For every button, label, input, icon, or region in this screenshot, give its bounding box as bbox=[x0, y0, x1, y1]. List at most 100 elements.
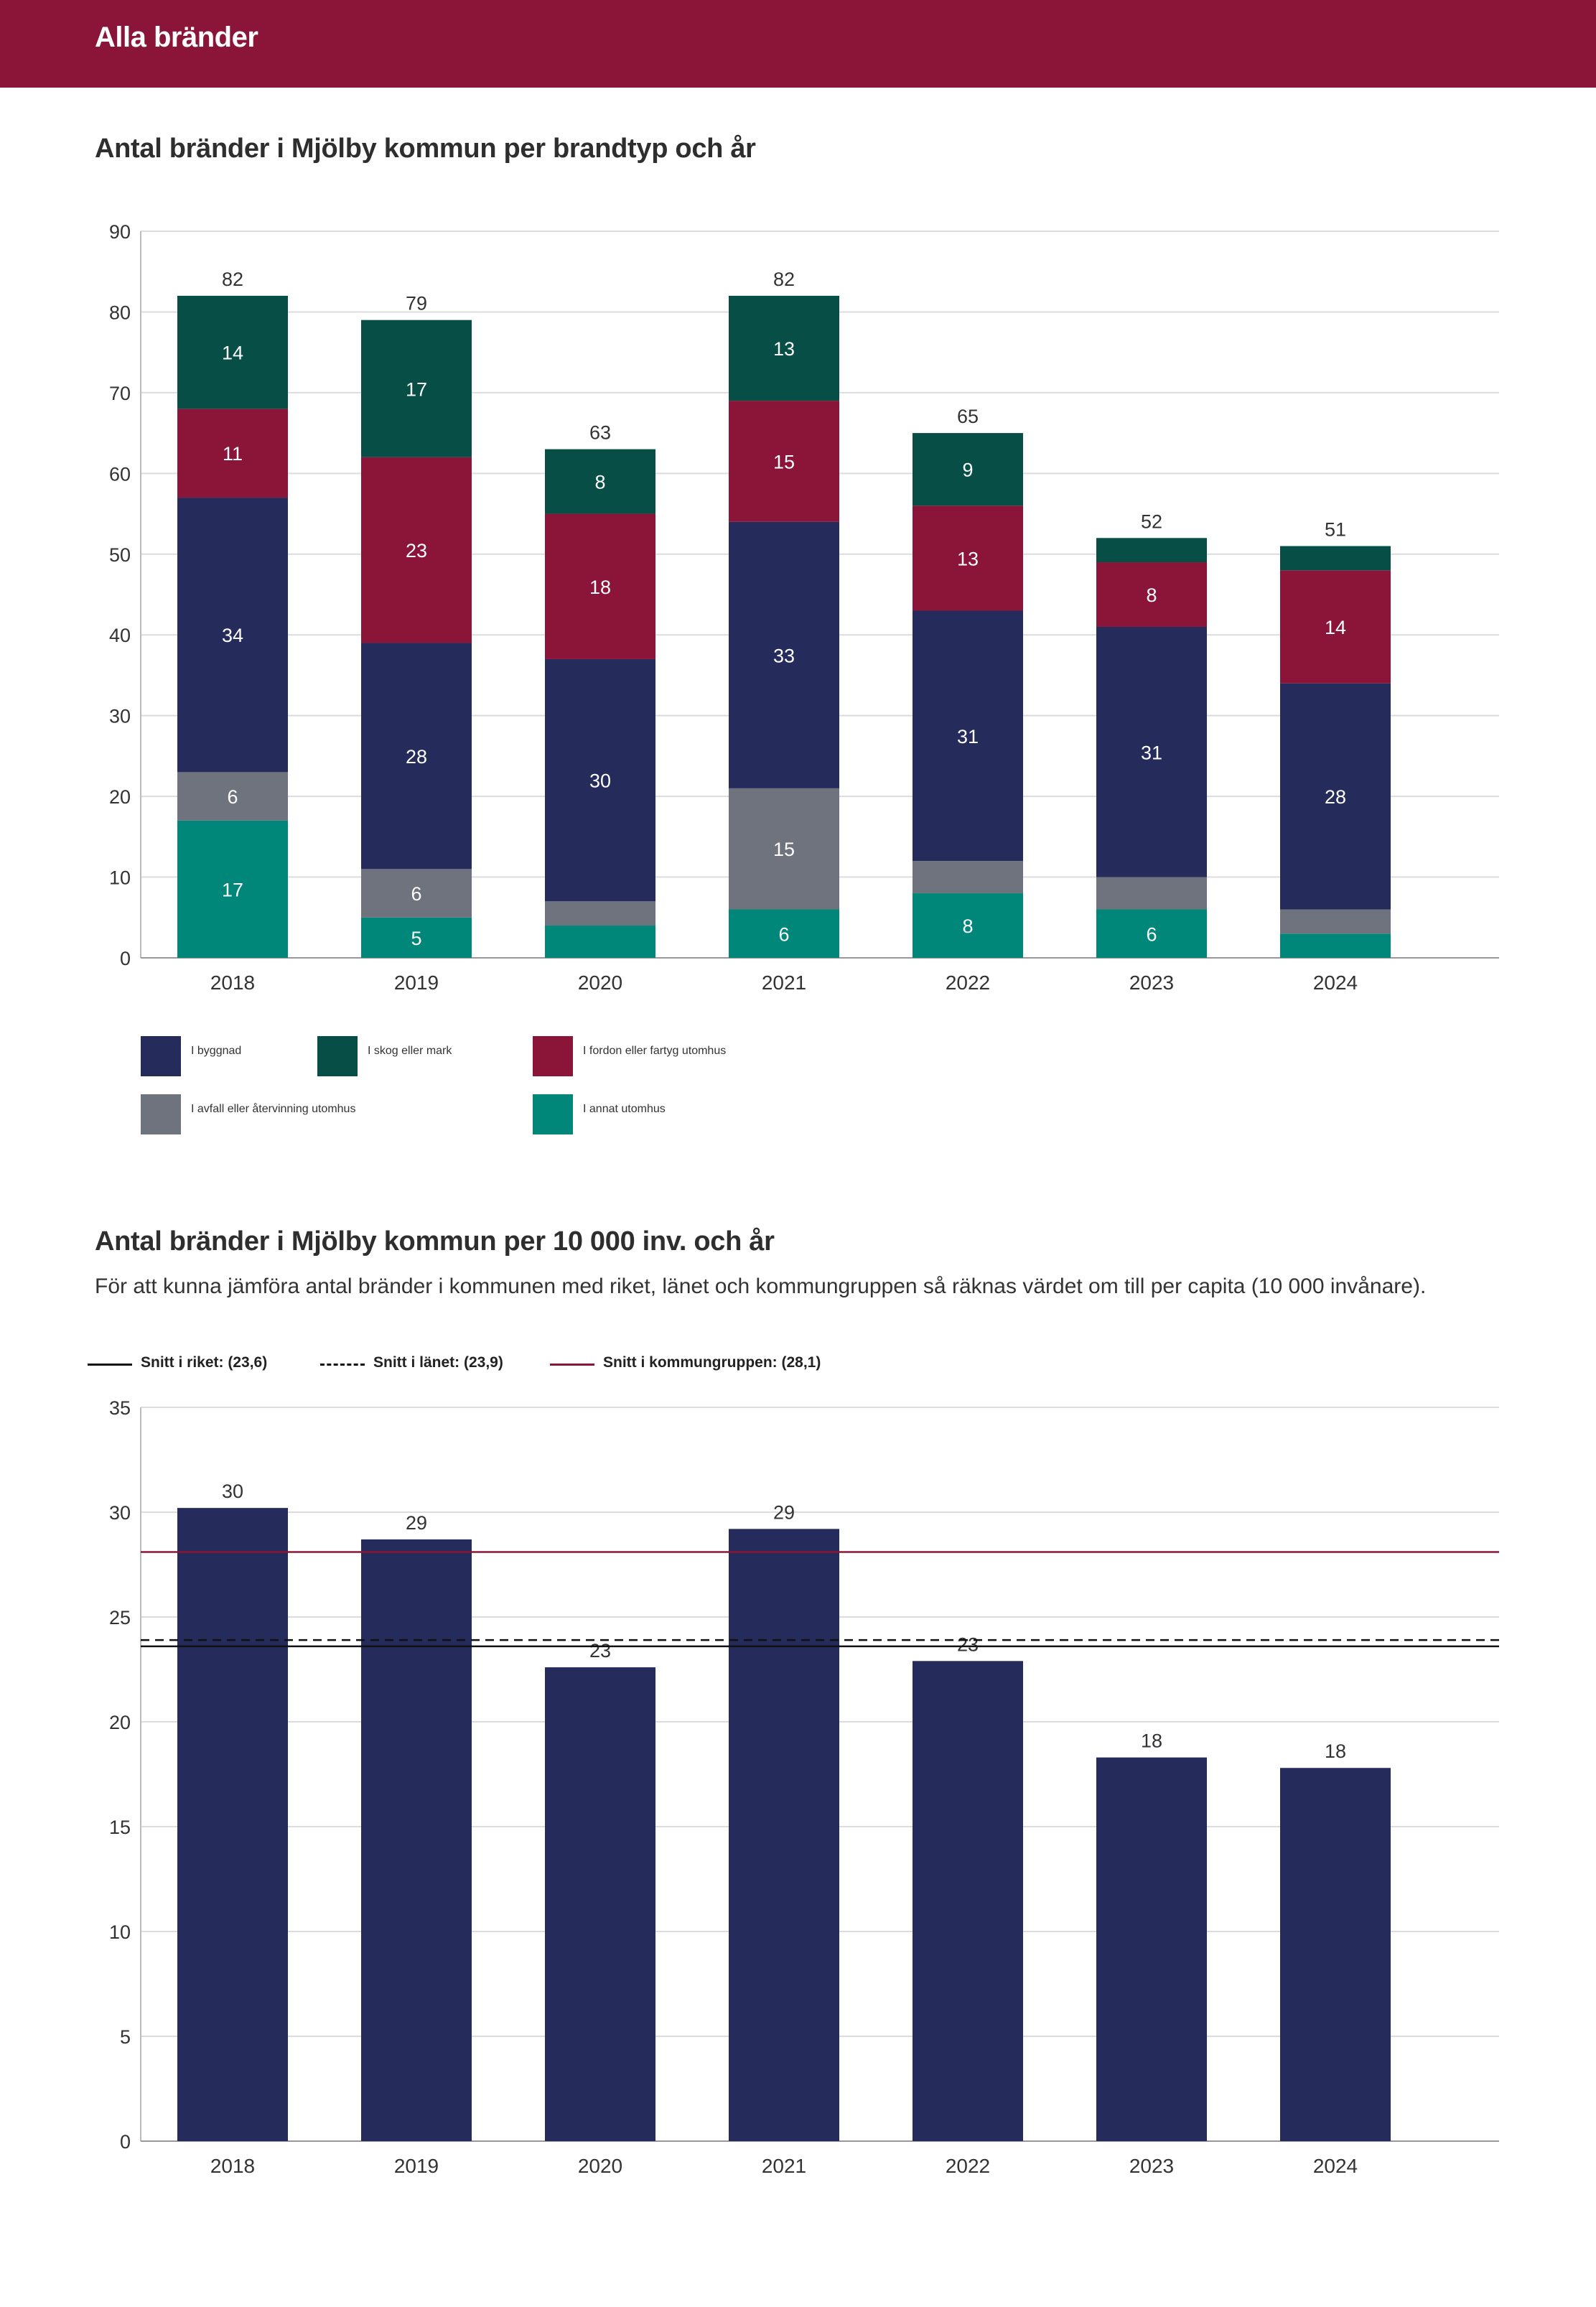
bar-segment-i-byggnad bbox=[1280, 683, 1391, 910]
bar bbox=[177, 1508, 288, 2141]
y-tick-label: 50 bbox=[109, 544, 131, 566]
total-label: 51 bbox=[1325, 519, 1346, 541]
data-label: 17 bbox=[406, 378, 427, 400]
y-tick-label: 20 bbox=[109, 1712, 131, 1733]
data-label: 13 bbox=[957, 548, 979, 569]
data-label: 8 bbox=[594, 472, 605, 493]
bar-segment-i-byggnad bbox=[913, 610, 1023, 862]
total-label: 63 bbox=[589, 422, 611, 444]
total-label: 82 bbox=[222, 269, 243, 290]
y-tick-label: 90 bbox=[109, 221, 131, 243]
legend-swatch-i-skog bbox=[317, 1036, 358, 1076]
y-tick-label: 30 bbox=[109, 706, 131, 727]
data-label: 28 bbox=[406, 746, 427, 768]
stacked-bar-chart: 0 10 20 30 40 50 60 70 80 90 17 6 34 11 14 82 2018 5 6 28 23… bbox=[109, 221, 1499, 994]
legend-label: I byggnad bbox=[191, 1045, 242, 1057]
ref-legend-label: Snitt i kommungruppen: (28,1) bbox=[603, 1354, 821, 1371]
bar-segment-i-byggnad bbox=[729, 521, 839, 788]
data-label: 5 bbox=[411, 928, 421, 949]
data-label: 13 bbox=[773, 338, 795, 360]
x-tick-label: 2023 bbox=[1129, 2155, 1174, 2176]
x-tick-label: 2023 bbox=[1129, 971, 1174, 994]
bar-segment-i-fordon bbox=[177, 409, 288, 498]
data-label: 8 bbox=[1146, 584, 1157, 606]
bar-segment-i-skog bbox=[729, 295, 839, 401]
bar-segment-i-avfall bbox=[913, 861, 1023, 894]
ref-legend-label: Snitt i riket: (23,6) bbox=[141, 1354, 268, 1371]
data-label: 6 bbox=[411, 883, 421, 905]
data-label: 30 bbox=[589, 770, 611, 792]
x-tick-label: 2020 bbox=[578, 2155, 622, 2176]
bar-segment-i-avfall bbox=[729, 788, 839, 910]
data-label: 23 bbox=[406, 540, 427, 561]
bar-segment-i-fordon bbox=[1280, 570, 1391, 684]
bar-segment-i-byggnad bbox=[361, 643, 472, 870]
bar-segment-i-avfall bbox=[1096, 877, 1207, 910]
bar-segment-i-annat bbox=[729, 909, 839, 958]
bar-segment-i-annat bbox=[545, 926, 655, 958]
data-label: 18 bbox=[589, 577, 611, 598]
data-label: 31 bbox=[1141, 742, 1162, 763]
bar-segment-i-avfall bbox=[545, 901, 655, 926]
y-tick-label: 40 bbox=[109, 625, 131, 646]
ref-line-sample-riket bbox=[88, 1364, 132, 1366]
bar-segment-i-annat bbox=[1096, 909, 1207, 958]
bar-segment-i-skog bbox=[1280, 546, 1391, 571]
data-label: 30 bbox=[222, 1481, 243, 1502]
legend-swatch-i-byggnad bbox=[141, 1036, 181, 1076]
data-label: 18 bbox=[1325, 1740, 1346, 1762]
bar-segment-i-byggnad bbox=[177, 498, 288, 773]
y-tick-label: 30 bbox=[109, 1502, 131, 1524]
legend-label: I annat utomhus bbox=[583, 1103, 666, 1115]
y-tick-label: 10 bbox=[109, 867, 131, 889]
bar-segment-i-annat bbox=[361, 917, 472, 958]
data-label: 28 bbox=[1325, 786, 1346, 808]
y-tick-label: 60 bbox=[109, 463, 131, 485]
bar-segment-i-annat bbox=[913, 893, 1023, 958]
x-tick-label: 2022 bbox=[946, 971, 990, 994]
data-label: 14 bbox=[222, 342, 243, 364]
y-tick-label: 10 bbox=[109, 1921, 131, 1943]
chart1-title: Antal bränder i Mjölby kommun per brandt… bbox=[95, 134, 756, 164]
y-tick-label: 20 bbox=[109, 786, 131, 808]
total-label: 52 bbox=[1141, 511, 1162, 532]
bar bbox=[1280, 1768, 1391, 2141]
data-label: 34 bbox=[222, 625, 243, 646]
bar-segment-i-byggnad bbox=[1096, 626, 1207, 877]
y-tick-label: 5 bbox=[120, 2026, 131, 2048]
legend-label: I fordon eller fartyg utomhus bbox=[583, 1045, 727, 1057]
bar-segment-i-fordon bbox=[361, 457, 472, 643]
data-label: 6 bbox=[778, 923, 789, 945]
bar bbox=[913, 1661, 1023, 2141]
data-label: 23 bbox=[589, 1640, 611, 1661]
x-tick-label: 2018 bbox=[210, 971, 255, 994]
data-label: 14 bbox=[1325, 617, 1346, 638]
x-tick-label: 2021 bbox=[762, 971, 806, 994]
x-tick-label: 2024 bbox=[1313, 971, 1358, 994]
ref-legend-label: Snitt i länet: (23,9) bbox=[373, 1354, 503, 1371]
data-label: 11 bbox=[223, 443, 243, 465]
data-label: 29 bbox=[406, 1512, 427, 1534]
legend-swatch-i-avfall bbox=[141, 1094, 181, 1134]
ref-line-sample-kommungruppen bbox=[550, 1364, 594, 1366]
legend-label: I skog eller mark bbox=[368, 1045, 452, 1057]
data-label: 18 bbox=[1141, 1730, 1162, 1752]
total-label: 82 bbox=[773, 269, 795, 290]
x-tick-label: 2019 bbox=[394, 971, 439, 994]
data-label: 8 bbox=[962, 915, 973, 937]
bar bbox=[361, 1539, 472, 2141]
x-tick-label: 2022 bbox=[946, 2155, 990, 2176]
x-tick-label: 2021 bbox=[762, 2155, 806, 2176]
bar-segment-i-skog bbox=[361, 320, 472, 457]
bar-segment-i-annat bbox=[1280, 933, 1391, 958]
bar-segment-i-avfall bbox=[1280, 909, 1391, 934]
bar bbox=[545, 1667, 655, 2141]
legend-swatch-i-fordon bbox=[533, 1036, 573, 1076]
chart2-subtitle: För att kunna jämföra antal bränder i ko… bbox=[95, 1274, 1427, 1298]
data-label: 31 bbox=[957, 726, 979, 747]
bar-segment-i-avfall bbox=[361, 869, 472, 918]
bar-segment-i-annat bbox=[177, 820, 288, 958]
bar bbox=[1096, 1757, 1207, 2141]
y-tick-label: 15 bbox=[109, 1817, 131, 1838]
legend-swatch-i-annat bbox=[533, 1094, 573, 1134]
